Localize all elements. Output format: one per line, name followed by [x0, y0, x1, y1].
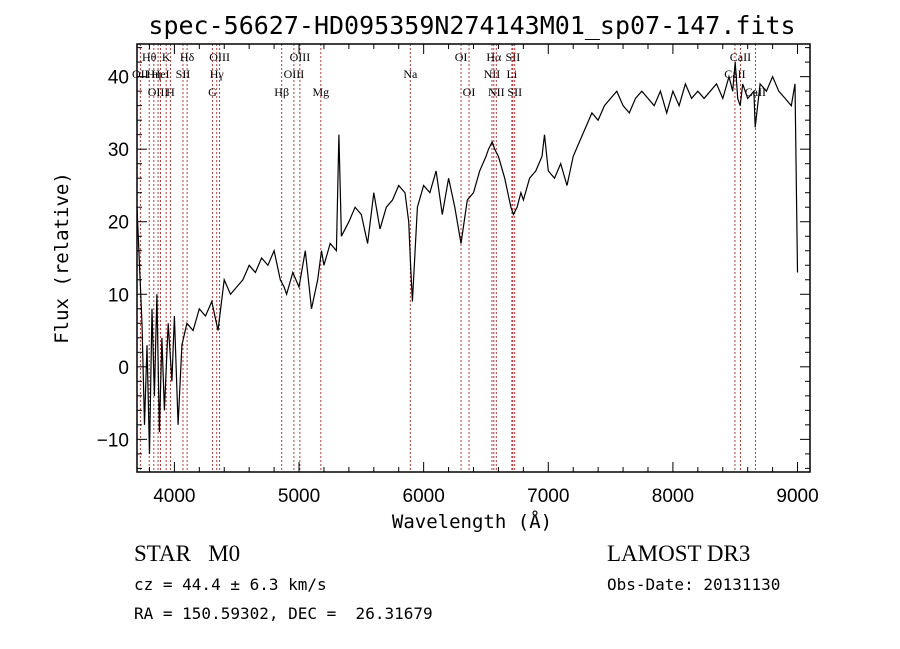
marker-label: Li	[507, 67, 518, 81]
chart-title: spec-56627-HD095359N274143M01_sp07-147.f…	[148, 11, 795, 40]
marker-label: NII	[484, 67, 501, 81]
marker-label: OIII	[284, 67, 305, 81]
marker-label: Hγ	[210, 67, 225, 81]
x-tick-label: 6000	[403, 486, 445, 507]
object-type: STAR M0	[134, 541, 240, 566]
x-tick-label: 7000	[527, 486, 569, 507]
marker-label: OIII	[209, 50, 230, 64]
marker-label: OI	[463, 85, 476, 99]
marker-label: Hβ	[274, 85, 289, 99]
ra-dec: RA = 150.59302, DEC = 26.31679	[134, 604, 433, 623]
y-axis-ticks: −10 0 10 20 30 40	[97, 47, 810, 469]
y-tick-label: 20	[108, 213, 129, 234]
marker-label: OI	[455, 50, 468, 64]
survey-name: LAMOST DR3	[607, 541, 750, 566]
x-axis-ticks: 4000 5000 6000 7000 8000 9000	[148, 44, 819, 507]
x-axis-label: Wavelength (Å)	[392, 510, 552, 533]
y-tick-label: 40	[108, 68, 129, 89]
y-tick-label: 30	[108, 140, 129, 161]
spectrum-line	[136, 62, 799, 454]
y-tick-label: −10	[97, 430, 129, 451]
x-tick-label: 8000	[652, 486, 694, 507]
marker-label: SII	[507, 85, 522, 99]
marker-label: Hθ	[142, 50, 157, 64]
marker-label: SII	[506, 50, 521, 64]
marker-label: CaII	[730, 50, 751, 64]
y-tick-label: 10	[108, 285, 129, 306]
marker-label: Mg	[312, 85, 329, 99]
plot-frame	[136, 43, 811, 473]
marker-label: Hδ	[180, 50, 195, 64]
observation-date: Obs-Date: 20131130	[607, 575, 780, 594]
marker-label: H	[166, 85, 175, 99]
x-tick-label: 9000	[776, 486, 818, 507]
marker-label: Hα	[486, 50, 502, 64]
marker-label: K	[162, 50, 171, 64]
x-tick-label: 4000	[153, 486, 195, 507]
redshift-cz: cz = 44.4 ± 6.3 km/s	[134, 575, 327, 594]
marker-label: Hη	[146, 67, 161, 81]
marker-label: OIII	[290, 50, 311, 64]
marker-label: OIII	[148, 85, 169, 99]
marker-label: G	[208, 85, 217, 99]
y-axis-label: Flux (relative)	[51, 172, 73, 344]
marker-label: OII	[132, 67, 149, 81]
marker-label: SII	[176, 67, 191, 81]
marker-label: Na	[403, 67, 418, 81]
marker-label: NII	[488, 85, 505, 99]
marker-label: HeI	[152, 67, 170, 81]
y-tick-label: 0	[118, 358, 129, 379]
x-tick-label: 5000	[278, 486, 320, 507]
